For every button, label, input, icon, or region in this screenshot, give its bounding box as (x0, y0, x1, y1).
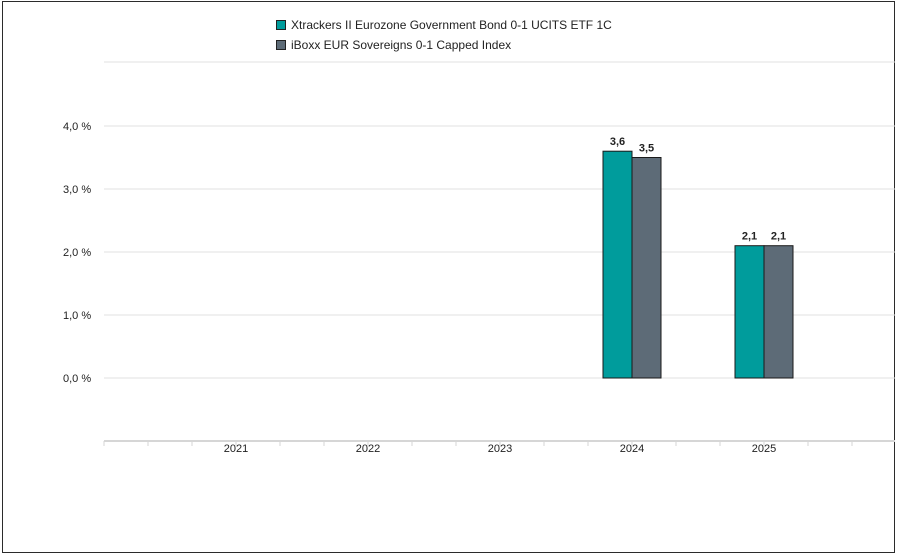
legend-label-etf: Xtrackers II Eurozone Government Bond 0-… (291, 18, 612, 32)
bar (763, 245, 794, 379)
legend-swatch-index (276, 40, 286, 50)
legend-label-index: iBoxx EUR Sovereigns 0-1 Capped Index (291, 38, 512, 52)
data-label: 3,6 (610, 136, 625, 148)
y-tick-label: 3,0 % (63, 184, 91, 196)
bar (734, 245, 765, 379)
data-label: 2,1 (771, 231, 786, 243)
x-tick-label: 2021 (224, 443, 248, 455)
y-tick-label: 2,0 % (63, 247, 91, 259)
x-tick-label: 2022 (356, 443, 380, 455)
legend-item-index[interactable]: iBoxx EUR Sovereigns 0-1 Capped Index (276, 35, 612, 55)
y-tick-label: 1,0 % (63, 310, 91, 322)
x-tick-label: 2023 (488, 443, 512, 455)
y-tick-label: 0,0 % (63, 373, 91, 385)
bar (602, 150, 633, 379)
data-label: 2,1 (742, 231, 757, 243)
data-label: 3,5 (639, 143, 654, 155)
legend-item-etf[interactable]: Xtrackers II Eurozone Government Bond 0-… (276, 15, 612, 35)
y-tick-label: 4,0 % (63, 121, 91, 133)
bar (631, 157, 662, 379)
x-tick-label: 2025 (752, 443, 776, 455)
legend-swatch-etf (276, 20, 286, 30)
x-tick-label: 2024 (620, 443, 644, 455)
chart-legend: Xtrackers II Eurozone Government Bond 0-… (276, 15, 612, 55)
